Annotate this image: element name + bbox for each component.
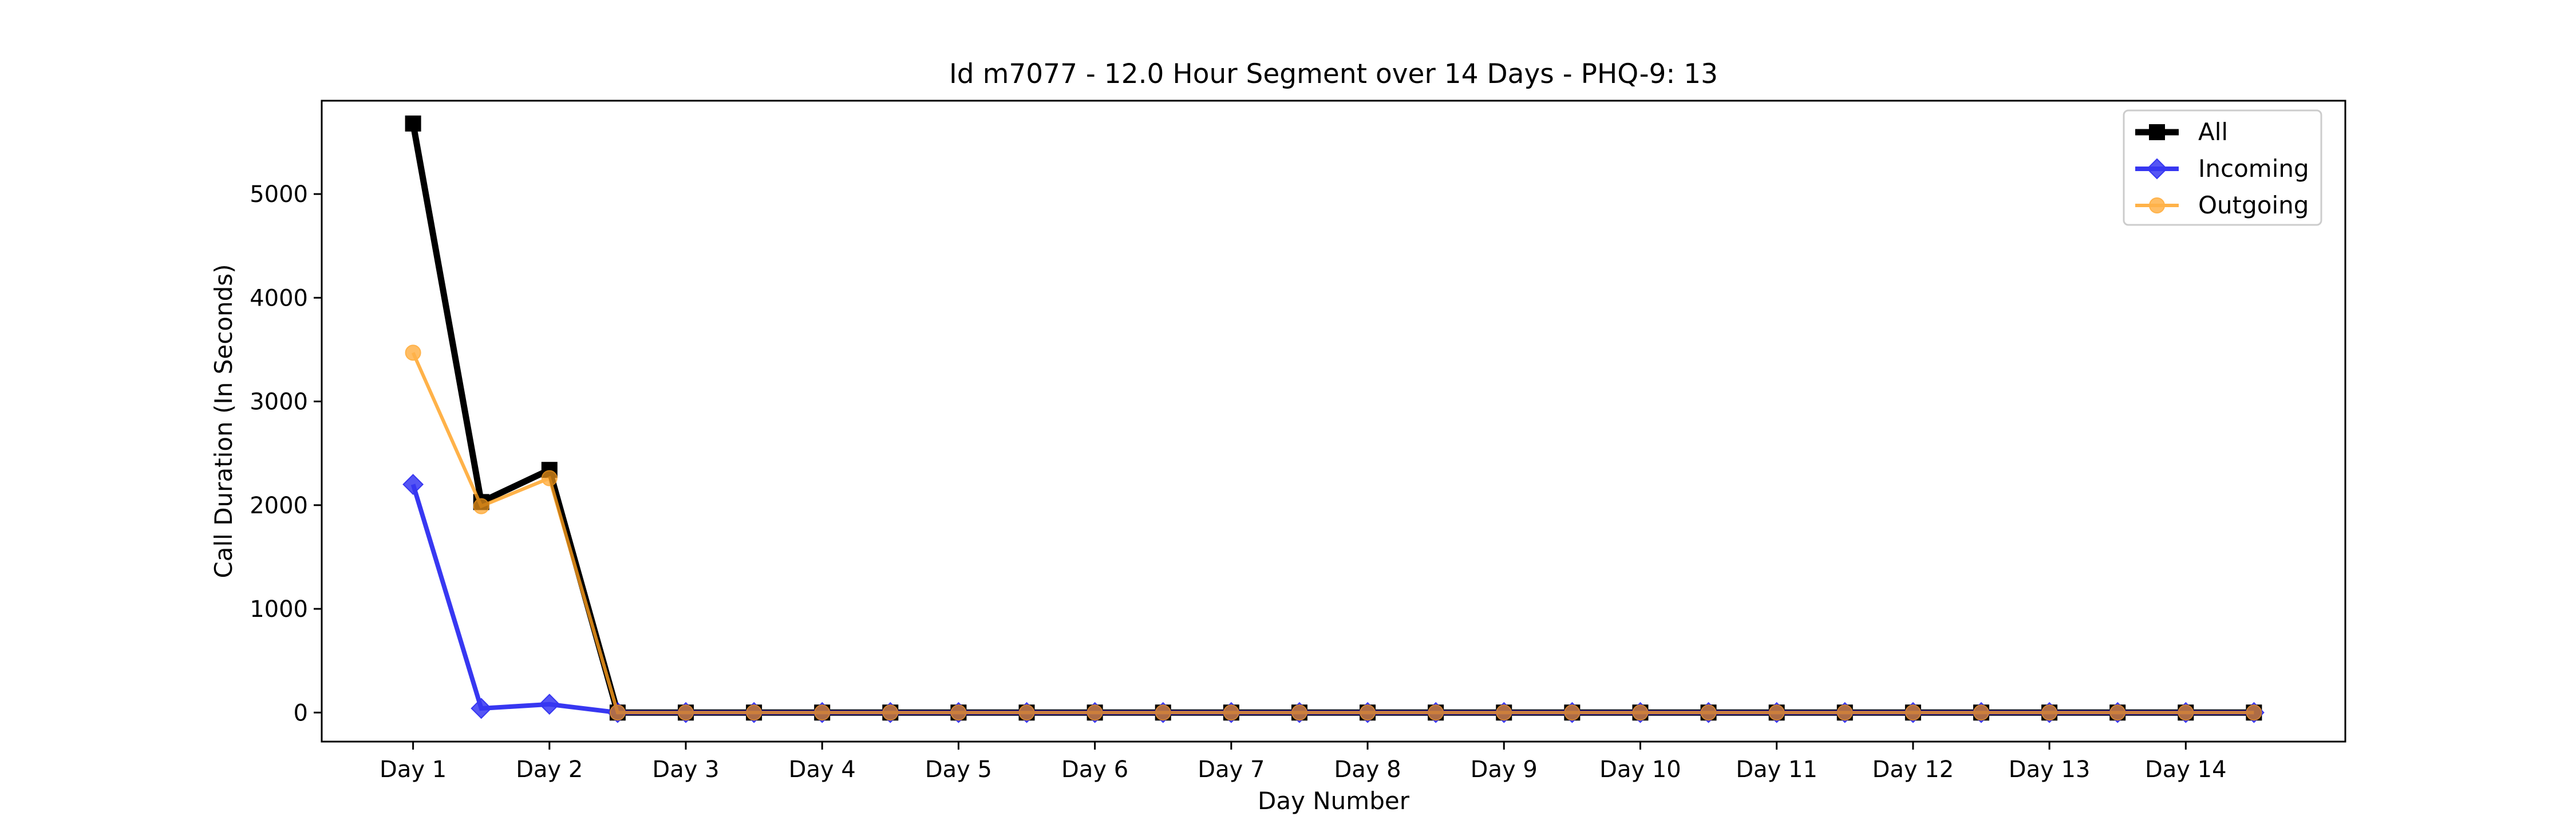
x-tick-label: Day 12	[1872, 756, 1954, 783]
x-tick-label: Day 14	[2145, 756, 2227, 783]
data-point-outgoing	[2109, 704, 2126, 721]
data-point-outgoing	[1700, 704, 1717, 721]
data-point-outgoing	[1291, 704, 1307, 721]
data-point-outgoing	[405, 344, 421, 361]
data-point-outgoing	[1973, 704, 1989, 721]
data-point-outgoing	[2246, 704, 2262, 721]
legend-item-incoming	[2135, 158, 2179, 180]
plot-frame	[321, 100, 2346, 743]
legend: All Incoming Outgoing	[2123, 109, 2322, 226]
y-tick-label: 5000	[250, 181, 308, 208]
legend-box	[2123, 109, 2322, 226]
legend-marker-incoming	[2146, 158, 2168, 180]
y-tick-label: 2000	[250, 493, 308, 519]
x-axis-label: Day Number	[1258, 787, 1410, 815]
y-tick-label: 1000	[250, 596, 308, 623]
y-axis-label: Call Duration (In Seconds)	[210, 264, 238, 578]
data-point-outgoing	[1360, 704, 1376, 721]
legend-item-all	[2135, 124, 2179, 140]
y-tick-label: 0	[294, 700, 308, 726]
data-point-outgoing	[2178, 704, 2194, 721]
legend-marker-outgoing	[2149, 197, 2165, 213]
data-point-outgoing	[473, 498, 489, 514]
data-point-outgoing	[1564, 704, 1581, 721]
data-point-outgoing	[609, 704, 626, 721]
x-tick-label: Day 7	[1198, 756, 1265, 783]
data-point-outgoing	[950, 704, 967, 721]
data-point-incoming	[539, 694, 560, 715]
data-point-outgoing	[882, 704, 899, 721]
series-all	[405, 115, 2262, 721]
y-tick-label: 4000	[250, 285, 308, 311]
data-point-outgoing	[1018, 704, 1035, 721]
data-point-outgoing	[814, 704, 831, 721]
data-point-outgoing	[1496, 704, 1512, 721]
series-line-incoming	[410, 484, 2254, 715]
data-point-outgoing	[1632, 704, 1649, 721]
x-tick-label: Day 4	[789, 756, 856, 783]
x-tick-label: Day 5	[925, 756, 992, 783]
data-point-outgoing	[1086, 704, 1103, 721]
series-incoming	[402, 474, 2265, 723]
series-line-all	[410, 122, 2254, 716]
series-line-outgoing	[411, 352, 2254, 715]
legend-item-outgoing	[2135, 197, 2179, 213]
data-point-outgoing	[746, 704, 762, 721]
x-tick-label: Day 6	[1061, 756, 1128, 783]
x-tick-label: Day 2	[516, 756, 583, 783]
data-point-outgoing	[1768, 704, 1785, 721]
data-point-incoming	[402, 474, 424, 495]
data-point-outgoing	[1155, 704, 1171, 721]
chart-title: Id m7077 - 12.0 Hour Segment over 14 Day…	[949, 58, 1718, 90]
x-tick-label: Day 11	[1736, 756, 1818, 783]
x-tick-label: Day 1	[380, 756, 447, 783]
legend-marker-all	[2149, 124, 2165, 140]
data-point-outgoing	[1428, 704, 1444, 721]
legend-label-incoming: Incoming	[2198, 154, 2309, 183]
data-point-outgoing	[2041, 704, 2058, 721]
plot-area: 0 1000 2000 3000 4000 5000 Day 1 Day 2 Day 3 Day …	[250, 100, 2346, 783]
data-point-outgoing	[1905, 704, 1921, 721]
legend-label-all: All	[2198, 118, 2228, 146]
data-point-all	[405, 115, 421, 132]
legend-label-outgoing: Outgoing	[2198, 191, 2309, 219]
series-outgoing	[405, 344, 2262, 721]
x-tick-label: Day 8	[1334, 756, 1401, 783]
data-point-incoming	[471, 698, 492, 719]
data-point-outgoing	[678, 704, 694, 721]
x-tick-label: Day 9	[1471, 756, 1538, 783]
data-point-outgoing	[541, 470, 558, 486]
x-tick-label: Day 13	[2009, 756, 2091, 783]
data-point-outgoing	[1223, 704, 1239, 721]
x-tick-label: Day 10	[1599, 756, 1681, 783]
x-tick-label: Day 3	[652, 756, 719, 783]
data-point-outgoing	[1836, 704, 1853, 721]
y-tick-label: 3000	[250, 389, 308, 415]
